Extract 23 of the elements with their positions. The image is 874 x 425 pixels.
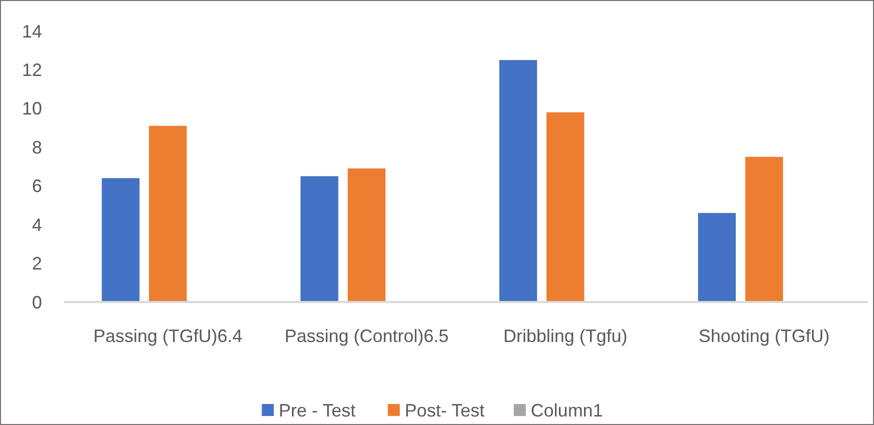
bar [499, 60, 538, 302]
x-tick-label: Dribbling (Tgfu) [503, 326, 628, 346]
x-tick-label: Shooting (TGfU) [698, 326, 830, 346]
x-tick-label: Passing (Control)6.5 [284, 326, 449, 346]
x-tick-label: Passing (TGfU)6.4 [93, 326, 242, 346]
bar [300, 176, 338, 302]
legend-label: Pre - Test [278, 400, 356, 420]
bar [348, 168, 386, 302]
bar [148, 126, 187, 302]
y-tick-label: 4 [32, 214, 42, 235]
bar [745, 156, 784, 302]
bar [546, 112, 584, 302]
y-tick-label: 8 [32, 137, 42, 158]
legend-label: Column1 [530, 400, 603, 420]
legend-label: Post- Test [404, 400, 485, 420]
y-tick-label: 6 [32, 176, 42, 196]
y-tick-label: 10 [22, 98, 42, 119]
bar [698, 212, 736, 302]
y-tick-label: 0 [32, 292, 42, 312]
bar [102, 178, 140, 302]
y-tick-label: 14 [22, 21, 42, 42]
y-tick-label: 2 [32, 254, 42, 274]
y-tick-label: 12 [22, 60, 42, 80]
